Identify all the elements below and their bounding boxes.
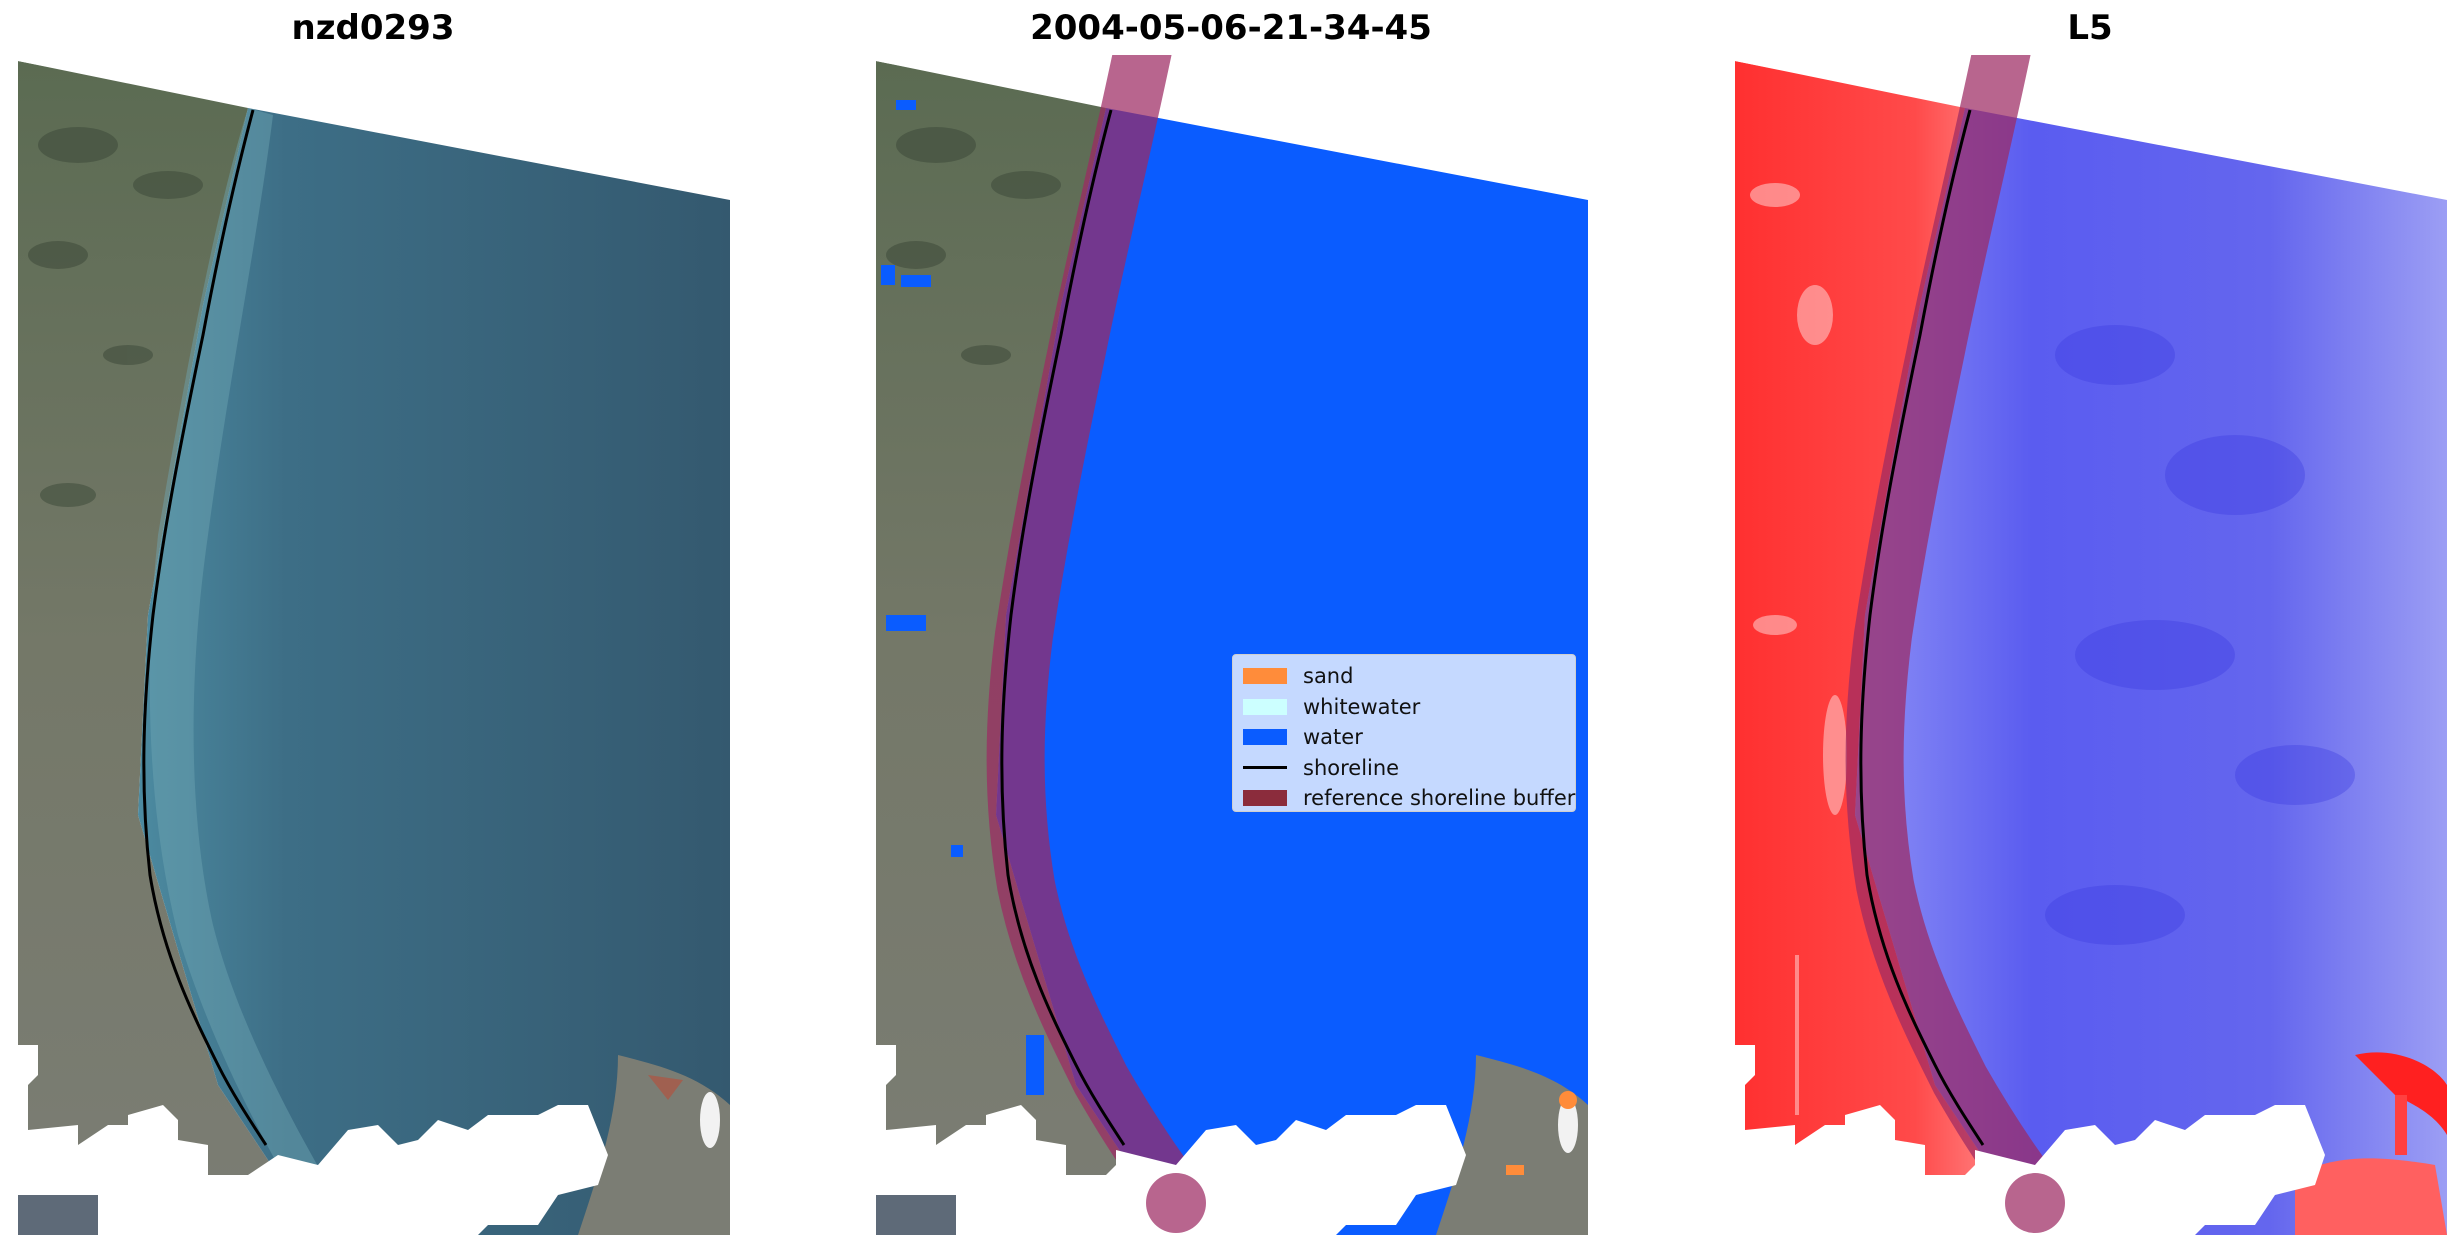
legend: sand whitewater water shoreline referenc… [1232, 654, 1576, 812]
land-area [876, 61, 1176, 1235]
legend-item-shoreline: shoreline [1243, 753, 1565, 784]
land-index-area [1735, 61, 2035, 1235]
nodata-top [876, 55, 1590, 200]
sea-area [138, 108, 730, 1235]
legend-label-water: water [1303, 725, 1363, 750]
water-class-speckles [881, 100, 1044, 1095]
nodata-top [18, 55, 732, 200]
dark-patch [876, 1195, 956, 1235]
cloud-mask [18, 1045, 608, 1235]
panel-title-classification: 2004-05-06-21-34-45 [1030, 8, 1432, 48]
hill-texture [28, 127, 203, 507]
hill-texture [886, 127, 1061, 365]
shoreline-line [1859, 109, 1985, 1146]
cloud-mask [876, 1045, 1466, 1235]
legend-item-whitewater: whitewater [1243, 692, 1565, 723]
rgb-image-panel [18, 55, 732, 1235]
rgb-image [18, 55, 732, 1235]
legend-item-buffer: reference shoreline buffer [1243, 783, 1575, 814]
legend-swatch-buffer [1243, 790, 1287, 807]
legend-swatch-shoreline [1243, 766, 1287, 770]
harbour [1436, 1055, 1588, 1235]
land-index-texture [1750, 183, 1847, 1115]
classification-image [876, 55, 1590, 1235]
legend-label-buffer: reference shoreline buffer [1303, 786, 1576, 811]
land-area [18, 61, 318, 1235]
buffer-end [1146, 1173, 1206, 1233]
legend-item-water: water [1243, 722, 1565, 753]
panel-title-rgb: nzd0293 [291, 8, 455, 48]
nodata-top [1735, 55, 2449, 200]
panel-title-index: L5 [2067, 8, 2113, 48]
index-image [1735, 55, 2449, 1235]
harbour-index [2295, 1052, 2447, 1235]
legend-swatch-whitewater [1243, 698, 1287, 715]
legend-label-shoreline: shoreline [1303, 755, 1400, 780]
cloud-mask [1735, 1045, 2325, 1235]
reference-shoreline-buffer [1845, 55, 2064, 1224]
dark-patch [18, 1195, 98, 1235]
index-image-panel [1735, 55, 2449, 1235]
water-index-texture [2045, 325, 2355, 945]
legend-label-sand: sand [1303, 664, 1354, 689]
shoreline-line [1000, 109, 1126, 1146]
shoreline-line [142, 109, 268, 1146]
harbour [578, 1055, 730, 1235]
legend-item-sand: sand [1243, 661, 1565, 692]
legend-swatch-sand [1243, 668, 1287, 685]
buffer-end [2005, 1173, 2065, 1233]
legend-swatch-water [1243, 729, 1287, 746]
water-index-area [1855, 108, 2447, 1235]
surf-zone [149, 108, 358, 1235]
legend-label-whitewater: whitewater [1303, 694, 1421, 719]
reference-shoreline-buffer [986, 55, 1205, 1224]
classification-panel [876, 55, 1590, 1235]
